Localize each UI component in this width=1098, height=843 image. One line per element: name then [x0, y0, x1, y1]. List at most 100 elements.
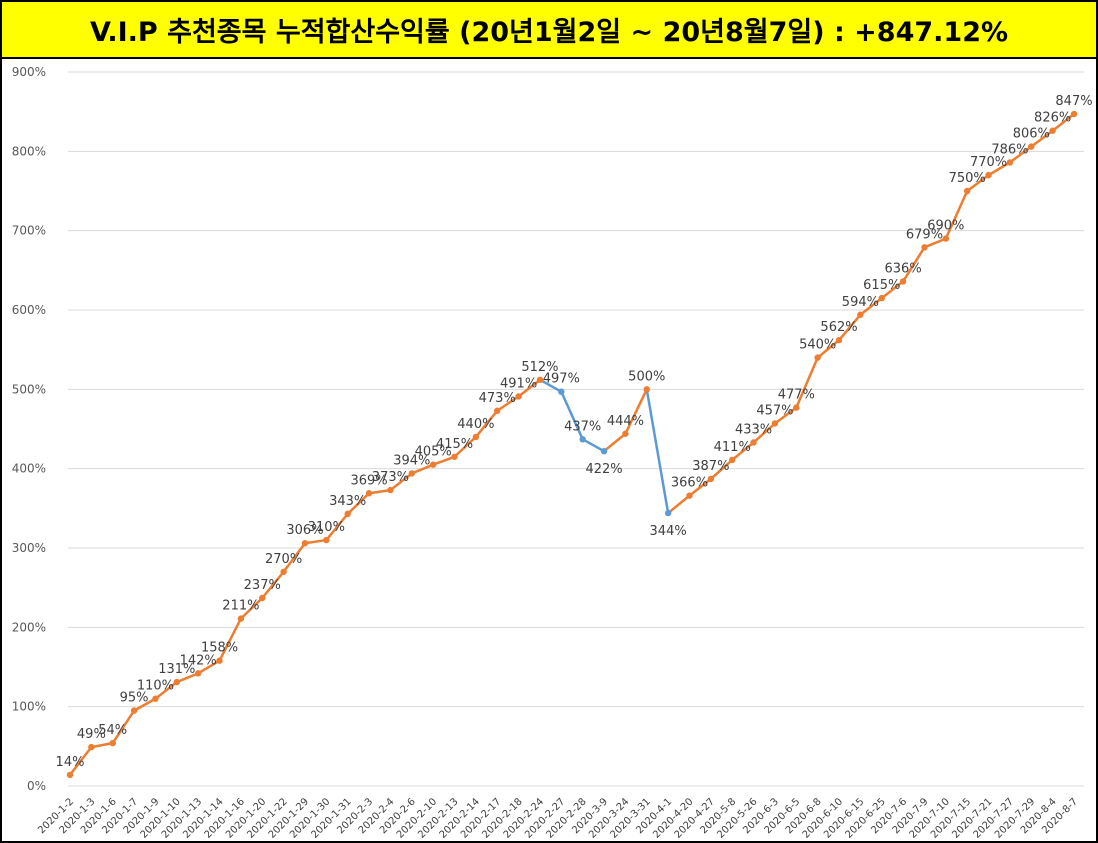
data-point [66, 771, 74, 779]
series-segment [1030, 129, 1054, 148]
data-label: 369% [350, 473, 387, 488]
series-segment [773, 406, 798, 425]
data-label: 770% [970, 155, 1007, 170]
data-label: 690% [927, 219, 964, 234]
series-segment [303, 538, 328, 545]
series-segment [218, 617, 243, 662]
data-label: 806% [1013, 127, 1050, 142]
data-label: 786% [991, 142, 1028, 157]
data-point [365, 490, 373, 497]
data-label: 49% [77, 727, 106, 742]
data-point [643, 386, 650, 393]
data-point [173, 678, 181, 686]
data-label: 415% [436, 437, 473, 452]
data-label: 95% [120, 691, 149, 706]
series-segment [111, 709, 136, 745]
data-label: 237% [244, 578, 281, 593]
chart-title: V.I.P 추천종목 누적합산수익률 (20년1월2일 ~ 20년8월7일) :… [89, 17, 1009, 48]
data-label: 211% [222, 599, 259, 614]
data-point [750, 439, 757, 446]
series-segment [346, 492, 371, 516]
series-segment [816, 338, 841, 359]
series-segment [474, 409, 499, 439]
data-point [109, 739, 116, 747]
data-label: 373% [372, 470, 409, 485]
data-label: 343% [329, 494, 366, 509]
series-segment [581, 438, 606, 453]
data-labels: 14% 49%54% 95%110% 131%142%158% 211% 237% 270%… [56, 94, 1093, 770]
series-segment [709, 458, 734, 481]
y-tick-label: 500% [12, 382, 46, 396]
series-segment [880, 280, 905, 300]
series-segment [560, 390, 584, 441]
data-point [600, 448, 608, 455]
data-label: 594% [842, 295, 879, 310]
data-point [344, 510, 351, 518]
data-label: 636% [885, 261, 922, 276]
series-segment [944, 189, 969, 240]
data-point [558, 388, 565, 395]
data-point [536, 376, 544, 384]
series-segment [602, 432, 627, 453]
data-point [301, 540, 309, 547]
data-label: 344% [650, 524, 687, 539]
data-label: 394% [393, 453, 430, 468]
data-point [237, 615, 245, 622]
series-segment [431, 455, 456, 466]
data-label: 158% [201, 641, 238, 656]
data-point [152, 695, 159, 702]
series-segment [645, 388, 670, 515]
data-point [323, 536, 330, 544]
series-segment [90, 741, 114, 749]
series-segment [132, 697, 157, 712]
series-segment [410, 463, 435, 475]
data-point [1070, 110, 1078, 118]
data-point [814, 354, 821, 361]
data-label: 14% [56, 755, 85, 770]
data-point [1049, 127, 1056, 134]
data-label: 387% [692, 459, 729, 474]
data-point [622, 430, 629, 437]
data-point [664, 509, 672, 517]
data-label: 491% [500, 376, 537, 391]
data-point [429, 461, 437, 468]
data-label: 440% [457, 417, 494, 432]
y-tick-label: 300% [12, 541, 46, 555]
data-point [857, 311, 864, 318]
data-label: 270% [265, 552, 302, 567]
data-label: 562% [820, 320, 857, 335]
data-point [280, 568, 287, 575]
series-segment [517, 378, 542, 398]
data-label: 473% [479, 391, 516, 406]
data-label: 500% [628, 369, 665, 384]
series-segment [859, 296, 883, 317]
data-point [878, 294, 885, 302]
data-point [579, 436, 586, 443]
y-tick-label: 100% [12, 700, 46, 714]
series-segment [367, 488, 392, 495]
series-segment [495, 395, 520, 413]
data-label: 142% [180, 653, 217, 668]
data-point [216, 657, 223, 664]
data-point [1028, 143, 1035, 150]
series-segment [1008, 145, 1033, 164]
y-tick-label: 900% [12, 65, 46, 79]
series-segment [688, 477, 713, 497]
data-point [793, 404, 800, 411]
data-point [942, 235, 950, 242]
data-point [985, 171, 992, 179]
series-segment [837, 313, 862, 342]
data-point [494, 407, 501, 414]
data-point [472, 433, 480, 441]
series-segment [795, 356, 819, 409]
series-points [66, 110, 1078, 779]
data-point [259, 594, 266, 602]
series-segment [175, 672, 200, 684]
data-point [88, 743, 95, 751]
data-label: 457% [756, 403, 793, 418]
series-segment [730, 441, 755, 462]
data-label: 497% [543, 372, 580, 387]
y-tick-label: 800% [12, 144, 46, 158]
data-label: 310% [308, 520, 345, 535]
